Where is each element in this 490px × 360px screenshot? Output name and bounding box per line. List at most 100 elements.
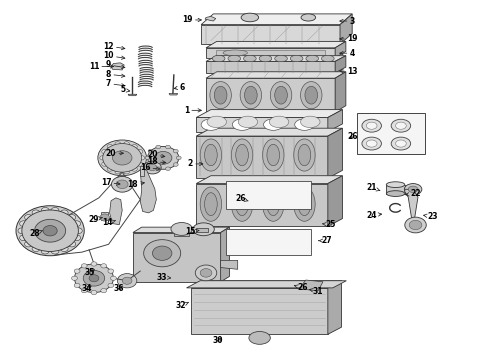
- Ellipse shape: [409, 220, 422, 230]
- Ellipse shape: [73, 221, 80, 226]
- Polygon shape: [206, 72, 346, 78]
- Ellipse shape: [207, 116, 226, 127]
- Ellipse shape: [139, 156, 145, 160]
- Text: 10: 10: [103, 51, 125, 60]
- Polygon shape: [206, 62, 335, 73]
- Ellipse shape: [147, 147, 179, 169]
- Ellipse shape: [166, 145, 171, 149]
- Ellipse shape: [116, 180, 128, 189]
- Text: 33: 33: [157, 273, 171, 282]
- Text: 15: 15: [185, 227, 199, 236]
- Ellipse shape: [298, 193, 311, 216]
- Polygon shape: [196, 136, 328, 178]
- Ellipse shape: [275, 86, 288, 104]
- Ellipse shape: [122, 277, 132, 284]
- Ellipse shape: [245, 86, 257, 104]
- Ellipse shape: [144, 161, 161, 174]
- Ellipse shape: [107, 167, 113, 171]
- Bar: [225, 181, 311, 209]
- Polygon shape: [201, 24, 340, 44]
- Ellipse shape: [81, 288, 87, 293]
- Ellipse shape: [112, 176, 133, 192]
- Ellipse shape: [148, 149, 153, 153]
- Polygon shape: [405, 189, 423, 226]
- Bar: [357, 113, 425, 154]
- Ellipse shape: [223, 50, 247, 56]
- Text: 6: 6: [174, 83, 184, 92]
- Ellipse shape: [51, 248, 59, 254]
- Ellipse shape: [201, 119, 220, 130]
- Polygon shape: [196, 110, 343, 117]
- Text: 17: 17: [101, 178, 120, 187]
- Ellipse shape: [404, 184, 422, 195]
- Text: 18: 18: [127, 180, 145, 189]
- Ellipse shape: [117, 274, 137, 288]
- Polygon shape: [220, 260, 238, 269]
- Ellipse shape: [391, 119, 411, 132]
- Ellipse shape: [144, 240, 181, 267]
- Polygon shape: [335, 56, 346, 73]
- Ellipse shape: [241, 13, 259, 22]
- Ellipse shape: [244, 55, 256, 62]
- Bar: [225, 229, 311, 255]
- Polygon shape: [386, 185, 405, 194]
- Ellipse shape: [294, 187, 315, 221]
- Ellipse shape: [148, 164, 157, 171]
- Ellipse shape: [16, 206, 84, 256]
- Ellipse shape: [236, 144, 248, 166]
- Ellipse shape: [240, 82, 262, 109]
- Ellipse shape: [362, 137, 381, 150]
- Ellipse shape: [74, 228, 82, 234]
- Ellipse shape: [238, 116, 258, 127]
- Ellipse shape: [43, 226, 57, 236]
- Ellipse shape: [156, 145, 161, 149]
- Text: 11: 11: [89, 62, 114, 71]
- Text: 26: 26: [294, 283, 308, 292]
- Text: 12: 12: [103, 41, 125, 50]
- Text: 26: 26: [235, 194, 248, 203]
- Ellipse shape: [204, 144, 217, 166]
- Text: 9: 9: [106, 60, 125, 69]
- Polygon shape: [335, 41, 346, 58]
- Text: 19: 19: [182, 15, 201, 24]
- Ellipse shape: [108, 283, 114, 288]
- Ellipse shape: [270, 116, 289, 127]
- Ellipse shape: [204, 193, 217, 216]
- Ellipse shape: [362, 119, 381, 132]
- Text: 29: 29: [89, 215, 102, 224]
- Text: 32: 32: [175, 301, 189, 310]
- Text: 20: 20: [147, 150, 165, 159]
- Ellipse shape: [321, 55, 334, 62]
- Ellipse shape: [20, 221, 27, 226]
- Text: 1: 1: [184, 106, 201, 115]
- Polygon shape: [196, 184, 328, 226]
- Ellipse shape: [210, 82, 231, 109]
- Ellipse shape: [83, 270, 105, 286]
- Text: 30: 30: [213, 336, 223, 345]
- Ellipse shape: [148, 163, 153, 166]
- Ellipse shape: [300, 116, 320, 127]
- Ellipse shape: [137, 162, 143, 166]
- Text: 27: 27: [318, 236, 332, 245]
- Ellipse shape: [200, 187, 221, 221]
- Ellipse shape: [115, 170, 121, 174]
- Ellipse shape: [196, 265, 217, 281]
- Ellipse shape: [100, 156, 106, 160]
- Ellipse shape: [81, 264, 87, 268]
- Ellipse shape: [298, 144, 311, 166]
- Ellipse shape: [214, 86, 227, 104]
- Bar: [196, 228, 208, 232]
- Text: 4: 4: [340, 49, 355, 58]
- Polygon shape: [169, 94, 178, 95]
- Text: 19: 19: [340, 35, 357, 44]
- Ellipse shape: [294, 119, 314, 130]
- Ellipse shape: [263, 139, 284, 171]
- Polygon shape: [174, 231, 189, 236]
- Ellipse shape: [22, 210, 78, 251]
- Ellipse shape: [137, 149, 143, 154]
- Polygon shape: [192, 288, 328, 334]
- Polygon shape: [196, 176, 343, 184]
- Ellipse shape: [275, 55, 288, 62]
- Polygon shape: [328, 281, 342, 334]
- Ellipse shape: [72, 276, 77, 280]
